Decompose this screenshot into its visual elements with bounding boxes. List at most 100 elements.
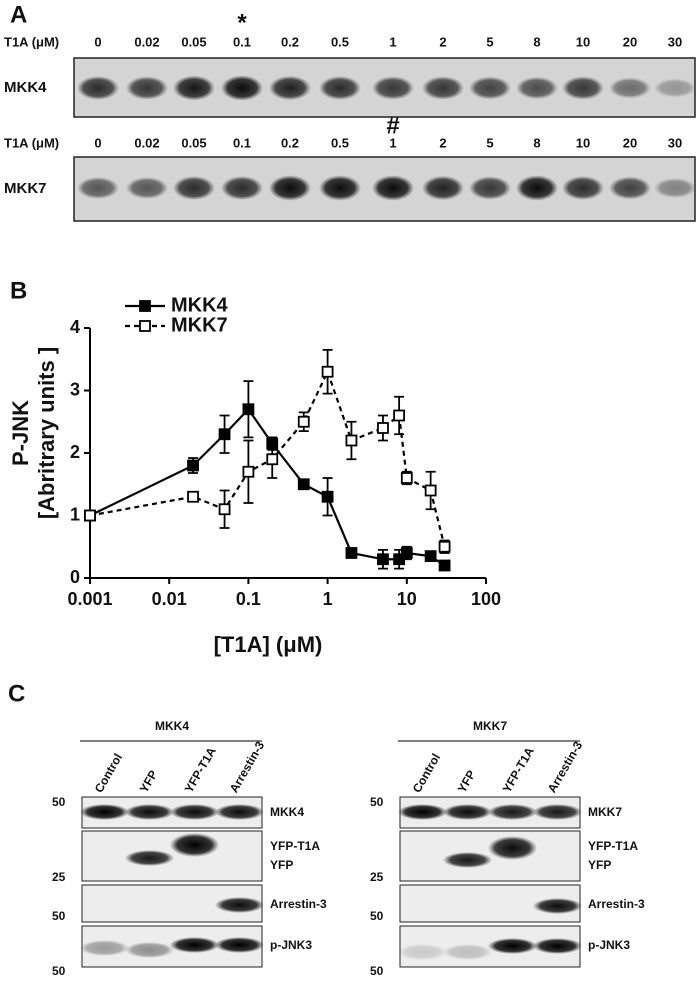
dose-label: 0.05 bbox=[181, 135, 206, 150]
dose-label: 2 bbox=[439, 135, 446, 150]
dose-label: 2 bbox=[439, 34, 446, 49]
protein-label: Arrestin-3 bbox=[270, 897, 327, 911]
panel-label: B bbox=[10, 277, 27, 304]
significance-marker: # bbox=[386, 112, 399, 139]
lane-label: Arrestin-3 bbox=[227, 739, 268, 795]
axis-label: T1A (μM) bbox=[4, 34, 59, 49]
dose-label: 0.5 bbox=[331, 135, 349, 150]
data-point bbox=[424, 550, 437, 563]
blot-band bbox=[79, 804, 130, 820]
x-tick-label: 0.01 bbox=[152, 589, 187, 609]
blot-band bbox=[124, 942, 175, 958]
x-tick-label: 1 bbox=[323, 589, 333, 609]
blot-band bbox=[126, 177, 168, 199]
mw-marker: 50 bbox=[52, 795, 66, 809]
blot-band bbox=[221, 75, 263, 101]
blot-band bbox=[487, 836, 538, 860]
dose-label: 0.2 bbox=[281, 135, 299, 150]
x-tick-label: 10 bbox=[397, 589, 417, 609]
blot-band bbox=[442, 852, 493, 868]
blot-band bbox=[469, 176, 511, 200]
blot-band bbox=[442, 804, 493, 820]
legend-marker bbox=[139, 300, 151, 312]
lane-label: Control bbox=[410, 751, 443, 795]
protein-label: YFP bbox=[270, 858, 293, 872]
dose-label: 0.05 bbox=[181, 34, 206, 49]
y-tick-label: 1 bbox=[70, 504, 80, 524]
dose-label: 0.02 bbox=[134, 135, 159, 150]
data-point bbox=[400, 547, 413, 559]
protein-label: MKK4 bbox=[270, 805, 304, 819]
series-line bbox=[89, 407, 446, 567]
blot-band bbox=[169, 804, 220, 820]
blot-band bbox=[214, 897, 265, 913]
blot-band bbox=[124, 804, 175, 820]
data-point bbox=[84, 509, 96, 522]
blot-band bbox=[269, 175, 311, 201]
dose-label: 0 bbox=[94, 135, 101, 150]
data-point bbox=[393, 409, 406, 422]
protein-label: YFP-T1A bbox=[588, 839, 638, 853]
mw-marker: 25 bbox=[52, 870, 66, 884]
dose-label: 5 bbox=[486, 34, 493, 49]
protein-label: p-JNK3 bbox=[588, 938, 630, 952]
blot-band bbox=[562, 176, 604, 200]
x-tick-label: 0.001 bbox=[67, 589, 112, 609]
dose-label: 1 bbox=[389, 34, 396, 49]
y-tick-label: 4 bbox=[70, 317, 80, 337]
blot-band bbox=[126, 76, 168, 100]
dose-label: 0.2 bbox=[281, 34, 299, 49]
blot-band bbox=[609, 77, 651, 99]
blot-band bbox=[422, 175, 464, 201]
dose-label: 0 bbox=[94, 34, 101, 49]
protein-label: MKK7 bbox=[588, 805, 622, 819]
blot-band bbox=[79, 940, 130, 956]
blot-band bbox=[487, 938, 538, 954]
blot-band bbox=[269, 75, 311, 101]
protein-label: Arrestin-3 bbox=[588, 897, 645, 911]
lane-label: YFP-T1A bbox=[182, 744, 219, 795]
blot-band bbox=[221, 176, 263, 200]
blot-band bbox=[169, 833, 220, 857]
blot-band bbox=[516, 175, 558, 201]
dose-label: 8 bbox=[533, 34, 540, 49]
data-point bbox=[400, 472, 413, 484]
data-point bbox=[297, 478, 310, 491]
blot-band bbox=[397, 944, 448, 960]
y-tick-label: 3 bbox=[70, 379, 80, 399]
blot-band bbox=[562, 76, 604, 100]
lane-label: Control bbox=[92, 751, 125, 795]
blot-band bbox=[654, 78, 696, 98]
blot-band bbox=[173, 75, 215, 101]
legend-label: MKK7 bbox=[171, 314, 228, 336]
protein-label: MKK7 bbox=[4, 180, 47, 197]
panel-label: C bbox=[8, 680, 25, 707]
data-point bbox=[297, 415, 310, 428]
dose-label: 5 bbox=[486, 135, 493, 150]
significance-marker: * bbox=[237, 9, 247, 36]
y-tick-label: 2 bbox=[70, 442, 80, 462]
mw-marker: 25 bbox=[370, 870, 384, 884]
protein-label: p-JNK3 bbox=[270, 938, 312, 952]
blot-band bbox=[397, 804, 448, 820]
blot-band bbox=[214, 804, 265, 820]
lane-label: Arrestin-3 bbox=[545, 739, 586, 795]
x-axis-label: [T1A] (μM) bbox=[214, 632, 323, 657]
dose-label: 20 bbox=[623, 135, 637, 150]
blot-band bbox=[532, 898, 583, 914]
dose-label: 30 bbox=[668, 34, 682, 49]
data-point bbox=[393, 553, 406, 566]
lane-label: YFP-T1A bbox=[500, 744, 537, 795]
data-point bbox=[377, 553, 389, 566]
dose-label: 20 bbox=[623, 34, 637, 49]
blot-band bbox=[214, 937, 265, 953]
blot-band bbox=[469, 76, 511, 100]
blot-band bbox=[319, 76, 361, 100]
blot-band bbox=[124, 850, 175, 866]
dose-label: 0.02 bbox=[134, 34, 159, 49]
data-point bbox=[187, 459, 199, 472]
dose-label: 0.1 bbox=[233, 34, 251, 49]
x-tick-label: 100 bbox=[471, 589, 501, 609]
data-point bbox=[345, 434, 358, 447]
data-point bbox=[266, 453, 279, 466]
